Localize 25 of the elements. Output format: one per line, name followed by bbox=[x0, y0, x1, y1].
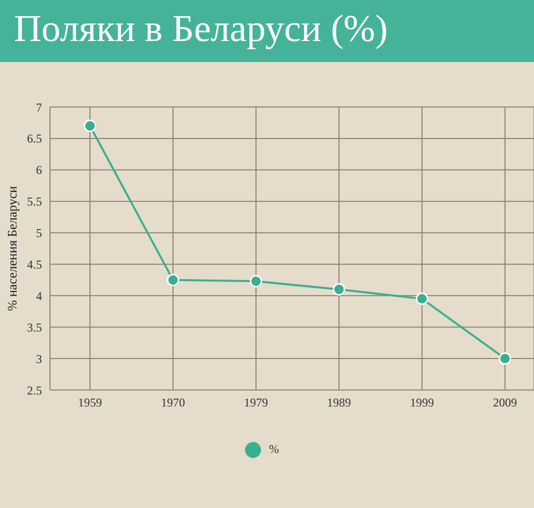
x-tick-label: 1999 bbox=[410, 396, 434, 410]
y-tick-label: 6.5 bbox=[27, 132, 42, 146]
x-tick-label: 1979 bbox=[244, 396, 268, 410]
x-tick-label: 1959 bbox=[78, 396, 102, 410]
y-tick-label: 4 bbox=[36, 288, 42, 303]
y-tick-label: 6 bbox=[36, 163, 42, 178]
point bbox=[498, 352, 512, 365]
legend-label: % bbox=[269, 442, 279, 456]
point bbox=[84, 120, 96, 132]
point bbox=[166, 274, 180, 286]
x-tick-label: 2009 bbox=[493, 396, 517, 410]
y-axis-title: % населения Беларуси bbox=[4, 186, 20, 311]
x-tick-label: 1970 bbox=[161, 396, 185, 410]
y-tick-label: 4.5 bbox=[27, 257, 42, 272]
y-tick-label: 5 bbox=[36, 226, 42, 240]
y-tick-label: 7 bbox=[36, 100, 42, 114]
point bbox=[250, 274, 262, 288]
point bbox=[332, 283, 346, 296]
x-tick-label: 1989 bbox=[327, 396, 351, 410]
y-tick-label: 3.5 bbox=[27, 320, 42, 334]
y-tick-label: 5.5 bbox=[27, 194, 42, 209]
y-tick-label: 3 bbox=[36, 352, 42, 366]
point bbox=[416, 292, 428, 306]
y-tick-label: 2.5 bbox=[27, 383, 42, 398]
chart-title: Поляки в Беларуси (%) bbox=[0, 0, 534, 62]
